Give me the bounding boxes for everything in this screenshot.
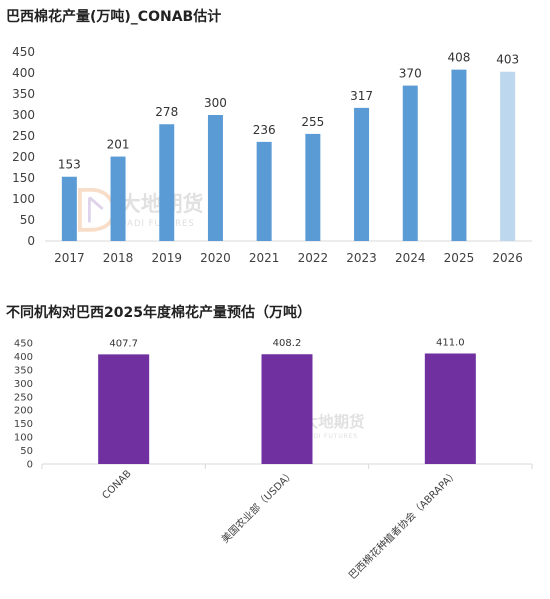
- chart2-ytick-label: 0: [27, 460, 33, 471]
- chart2-ytick-label: 350: [14, 365, 33, 376]
- chart2-ytick-label: 400: [14, 352, 33, 363]
- chart2-title: 不同机构对巴西2025年度棉花产量预估（万吨）: [6, 305, 311, 321]
- chart1-data-label: 255: [301, 115, 324, 129]
- chart2-data-label: 407.7: [109, 338, 138, 349]
- chart2-xtick-label: 巴西棉花种植者协会（ABRAPA）: [346, 467, 461, 582]
- chart1-data-label: 153: [58, 158, 81, 172]
- chart1-ytick-label: 50: [20, 213, 35, 227]
- chart2-bar: [261, 354, 313, 464]
- chart2-ytick-label: 450: [14, 339, 33, 350]
- chart1-bar: [305, 133, 321, 241]
- chart2-ytick-label: 50: [20, 446, 33, 457]
- chart2-xtick-label: CONAB: [101, 468, 134, 501]
- watermark-cn: 大地期货: [303, 412, 365, 431]
- chart1-data-label: 300: [204, 96, 227, 110]
- chart1-ytick-label: 250: [12, 129, 35, 143]
- chart2-ytick-label: 200: [14, 406, 33, 417]
- chart1-ytick-label: 200: [12, 150, 35, 164]
- chart1-ytick-label: 400: [12, 66, 35, 80]
- chart1-bar: [451, 69, 467, 241]
- chart1-ytick-label: 350: [12, 87, 35, 101]
- chart1-bar: [402, 85, 418, 241]
- chart2-ytick-label: 150: [14, 419, 33, 430]
- chart1-bar: [354, 107, 370, 241]
- chart1-bar: [207, 115, 223, 241]
- chart1-bar: [256, 141, 272, 241]
- chart1-data-label: 403: [496, 53, 519, 67]
- chart2-bar: [424, 353, 476, 464]
- chart1-data-label: 201: [107, 138, 130, 152]
- watermark: 大地期货 DADI FUTURES: [272, 410, 365, 443]
- chart2-ytick-label: 250: [14, 392, 33, 403]
- chart1-data-label: 408: [447, 51, 470, 65]
- chart1-xtick-label: 2020: [200, 251, 231, 265]
- chart1-title: 巴西棉花产量(万吨)_CONAB估计: [6, 9, 222, 25]
- watermark-en: DADI FUTURES: [120, 219, 195, 229]
- chart1-xtick-label: 2018: [103, 251, 134, 265]
- chart1-bar: [110, 156, 126, 241]
- chart1-ytick-label: 150: [12, 171, 35, 185]
- chart1-xtick-label: 2025: [444, 251, 475, 265]
- chart1-xtick-label: 2023: [346, 251, 377, 265]
- chart1-bar: [159, 124, 175, 241]
- chart2-xtick-label: 美国农业部（USDA）: [219, 467, 298, 546]
- chart2-data-label: 408.2: [273, 338, 302, 349]
- chart2-ytick-label: 100: [14, 433, 33, 444]
- chart1-xtick-label: 2026: [492, 251, 523, 265]
- chart1-xtick-label: 2017: [54, 251, 85, 265]
- chart1-xtick-label: 2022: [298, 251, 329, 265]
- chart1-xtick-label: 2021: [249, 251, 280, 265]
- chart1-bar: [61, 176, 77, 241]
- chart1-bar: [500, 71, 516, 242]
- chart1-ytick-label: 100: [12, 192, 35, 206]
- chart1-data-label: 317: [350, 89, 373, 103]
- watermark-en: DADI FUTURES: [303, 433, 358, 440]
- chart1-ytick-label: 0: [27, 234, 35, 248]
- chart1-ytick-label: 450: [12, 45, 35, 59]
- chart2-bar: [98, 354, 150, 464]
- chart2-data-label: 411.0: [436, 337, 465, 348]
- chart2-ytick-label: 300: [14, 379, 33, 390]
- chart1-data-label: 278: [155, 105, 178, 119]
- watermark-logo-mark-icon: [87, 196, 104, 223]
- watermark-logo-mark-icon: [279, 416, 291, 436]
- chart1-xtick-label: 2019: [151, 251, 182, 265]
- chart1-data-label: 236: [253, 123, 276, 137]
- watermark-logo-icon: [272, 410, 300, 443]
- watermark-logo-icon: [78, 188, 117, 232]
- chart1-xtick-label: 2024: [395, 251, 426, 265]
- chart1-ytick-label: 300: [12, 108, 35, 122]
- chart1-data-label: 370: [399, 67, 422, 81]
